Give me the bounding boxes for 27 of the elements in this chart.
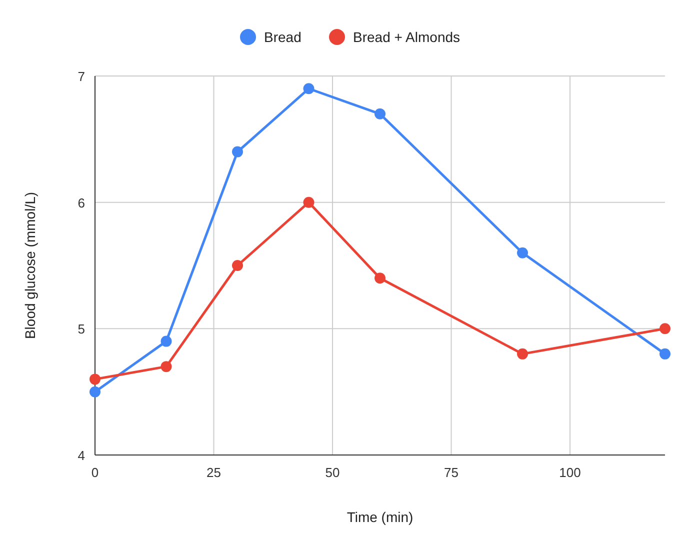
y-tick-label: 4	[78, 448, 85, 463]
point	[517, 348, 528, 360]
point	[160, 336, 172, 347]
point	[374, 108, 386, 120]
y-tick-label: 7	[78, 69, 85, 84]
y-axis-title: Blood glucose (mmol/L)	[22, 192, 38, 340]
point	[232, 260, 243, 271]
point	[160, 361, 172, 372]
x-tick-label: 75	[444, 465, 458, 480]
x-tick-label: 25	[206, 465, 221, 480]
y-tick-label: 5	[78, 322, 85, 337]
x-axis-title: Time (min)	[346, 509, 414, 525]
legend-label: Bread + Almonds	[353, 29, 460, 45]
point	[660, 323, 670, 334]
legend-label: Bread	[264, 29, 302, 45]
point	[660, 348, 670, 360]
x-tick-label: 0	[91, 465, 99, 480]
x-tick-label: 100	[559, 465, 581, 480]
x-tick-label: 50	[325, 465, 340, 480]
point	[90, 386, 100, 398]
point	[517, 247, 528, 258]
point	[374, 272, 386, 284]
point	[303, 196, 314, 208]
y-tick-label: 6	[78, 195, 85, 210]
point	[232, 146, 243, 158]
point	[303, 83, 314, 94]
point	[90, 374, 100, 385]
